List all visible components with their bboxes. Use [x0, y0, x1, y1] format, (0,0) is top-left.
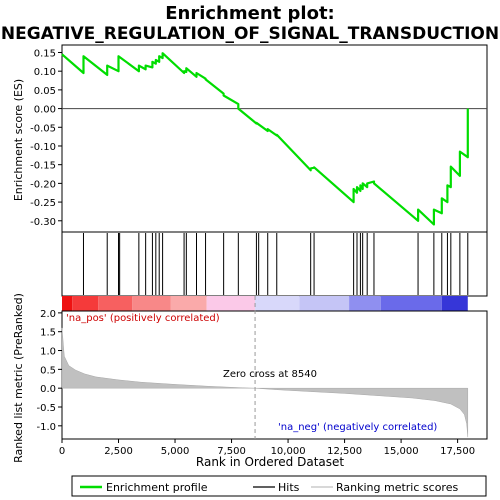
es-panel-frame — [61, 44, 488, 233]
ranked-y-tick-label: 2.0 — [40, 309, 56, 320]
es-y-tick-label: -0.20 — [30, 179, 56, 190]
color-bar-segment — [98, 296, 133, 311]
es-y-tick-label: -0.10 — [30, 142, 56, 153]
x-tick-label: 0 — [59, 446, 65, 457]
color-bar-segment — [255, 296, 300, 311]
es-y-tick-label: 0.10 — [34, 67, 56, 78]
color-bar-segment — [299, 296, 350, 311]
color-bar-segment — [170, 296, 207, 311]
ranked-y-tick-label: 1.5 — [40, 328, 56, 339]
es-y-tick-label: -0.30 — [30, 217, 56, 228]
x-tick-label: 5,000 — [161, 446, 190, 457]
hits-panel-frame — [61, 231, 488, 297]
es-y-axis-label: Enrichment score (ES) — [12, 79, 25, 201]
x-tick-label: 7,500 — [217, 446, 246, 457]
color-bar-segment — [72, 296, 99, 311]
legend-box — [71, 475, 487, 497]
ranking-metric-area — [61, 327, 469, 438]
es-y-tick-label: -0.15 — [30, 161, 56, 172]
x-tick-label: 2,500 — [104, 446, 133, 457]
x-tick-label: 17,500 — [440, 446, 475, 457]
es-y-tick-label: 0.00 — [34, 105, 56, 116]
zero-cross-label: Zero cross at 8540 — [223, 369, 317, 380]
pos-label: 'na_pos' (positively correlated) — [66, 313, 220, 324]
legend-label: Enrichment profile — [106, 481, 208, 494]
color-bar-segment — [349, 296, 381, 311]
ranked-y-tick-label: 1.0 — [40, 347, 56, 358]
color-bar-segment — [441, 296, 468, 311]
legend-label: Hits — [278, 481, 300, 494]
legend-label: Ranking metric scores — [336, 481, 458, 494]
x-axis-label: Rank in Ordered Dataset — [196, 455, 344, 469]
es-y-tick-label: -0.05 — [30, 123, 56, 134]
x-tick-label: 15,000 — [384, 446, 419, 457]
es-y-tick-label: 0.05 — [34, 86, 56, 97]
x-tick-label: 10,000 — [271, 446, 306, 457]
ranked-panel-frame — [61, 310, 488, 440]
color-bar-segment — [206, 296, 256, 311]
color-bar-segment — [62, 296, 73, 311]
chart-title: Enrichment plot: — [165, 3, 335, 24]
ranked-y-tick-label: 0.5 — [40, 365, 56, 376]
enrichment-profile-line — [61, 52, 469, 226]
ranked-y-tick-label: 0.0 — [40, 384, 56, 395]
x-tick-label: 12,500 — [327, 446, 362, 457]
color-bar-segment — [132, 296, 171, 311]
es-y-tick-label: -0.25 — [30, 198, 56, 209]
es-y-tick-label: 0.15 — [34, 48, 56, 59]
ranked-y-axis-label: Ranked list metric (PreRanked) — [12, 293, 25, 463]
ranked-y-tick-label: -0.5 — [36, 403, 56, 414]
neg-label: 'na_neg' (negatively correlated) — [278, 422, 437, 433]
ranked-y-tick-label: -1.0 — [36, 422, 56, 433]
chart-subtitle: NEGATIVE_REGULATION_OF_SIGNAL_TRANSDUCTI… — [1, 24, 499, 44]
color-bar-segment — [380, 296, 442, 311]
